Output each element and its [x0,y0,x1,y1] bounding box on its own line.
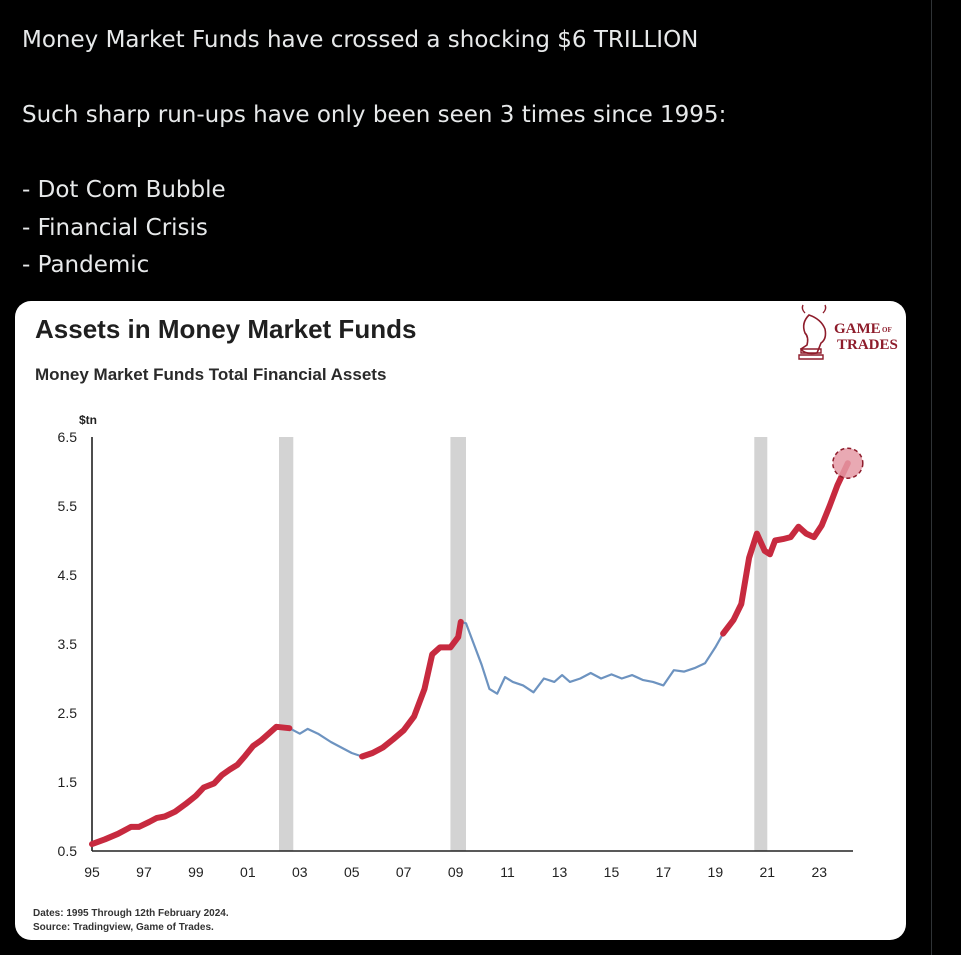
chess-knight-bull-icon [798,304,827,360]
x-tick-label: 05 [344,864,360,880]
y-tick-label: 0.5 [58,843,78,859]
chart-title: Assets in Money Market Funds [35,314,416,344]
x-tick-label: 23 [811,864,827,880]
chart-subtitle: Money Market Funds Total Financial Asset… [35,365,386,384]
x-tick-label: 95 [84,864,100,880]
logo-word-game: GAME [834,321,881,337]
y-tick-label: 5.5 [58,498,78,514]
x-tick-label: 01 [240,864,256,880]
x-tick-label: 13 [552,864,568,880]
highlight-segment-2 [720,460,851,637]
logo-word-of: OF [882,326,892,334]
recession-band-0 [279,437,294,851]
timeline-divider [931,0,932,955]
x-tick-label: 97 [136,864,152,880]
x-tick-label: 19 [708,864,724,880]
logo-word-trades: TRADES [837,337,898,353]
x-tick-label: 15 [604,864,620,880]
y-tick-label: 1.5 [58,774,78,790]
tweet-line-summary: Such sharp run-ups have only been seen 3… [22,102,727,128]
y-axis-unit-label: $tn [79,413,97,427]
logo: GAME OF TRADES [798,304,898,360]
x-tick-label: 21 [760,864,776,880]
footnote-source: Source: Tradingview, Game of Trades. [33,922,214,933]
chart-svg: Assets in Money Market Funds Money Marke… [33,304,898,933]
x-tick-label: 99 [188,864,204,880]
series-lines [89,447,864,848]
footnote-dates: Dates: 1995 Through 12th February 2024. [33,908,229,919]
x-tick-label: 07 [396,864,412,880]
endpoint-marker [832,447,864,479]
recession-band-2 [754,437,768,851]
y-tick-label: 6.5 [58,429,78,445]
y-tick-label: 3.5 [58,636,78,652]
tweet-line-headline: Money Market Funds have crossed a shocki… [22,27,699,53]
x-axis-ticks: 95 97 99 01 03 05 07 09 11 13 15 17 19 21 23 [84,864,827,880]
x-tick-label: 09 [448,864,464,880]
chart-image-card[interactable]: Assets in Money Market Funds Money Marke… [15,301,906,940]
x-tick-label: 03 [292,864,308,880]
tweet-text: Money Market Funds have crossed a shocki… [22,22,922,285]
tweet-list-item: - Financial Crisis [22,214,208,241]
tweet-list-item: - Dot Com Bubble [22,177,226,203]
recession-band-1 [450,437,467,851]
tweet-list-item: - Pandemic [22,252,150,278]
x-tick-label: 17 [656,864,672,880]
y-tick-label: 2.5 [58,705,78,721]
highlight-segment-0 [89,723,293,848]
y-tick-label: 4.5 [58,567,78,583]
recession-bands [279,437,768,851]
x-tick-label: 11 [500,864,515,880]
y-axis-ticks: 6.5 5.5 4.5 3.5 2.5 1.5 0.5 [58,429,78,859]
highlight-segment-1 [359,618,464,760]
